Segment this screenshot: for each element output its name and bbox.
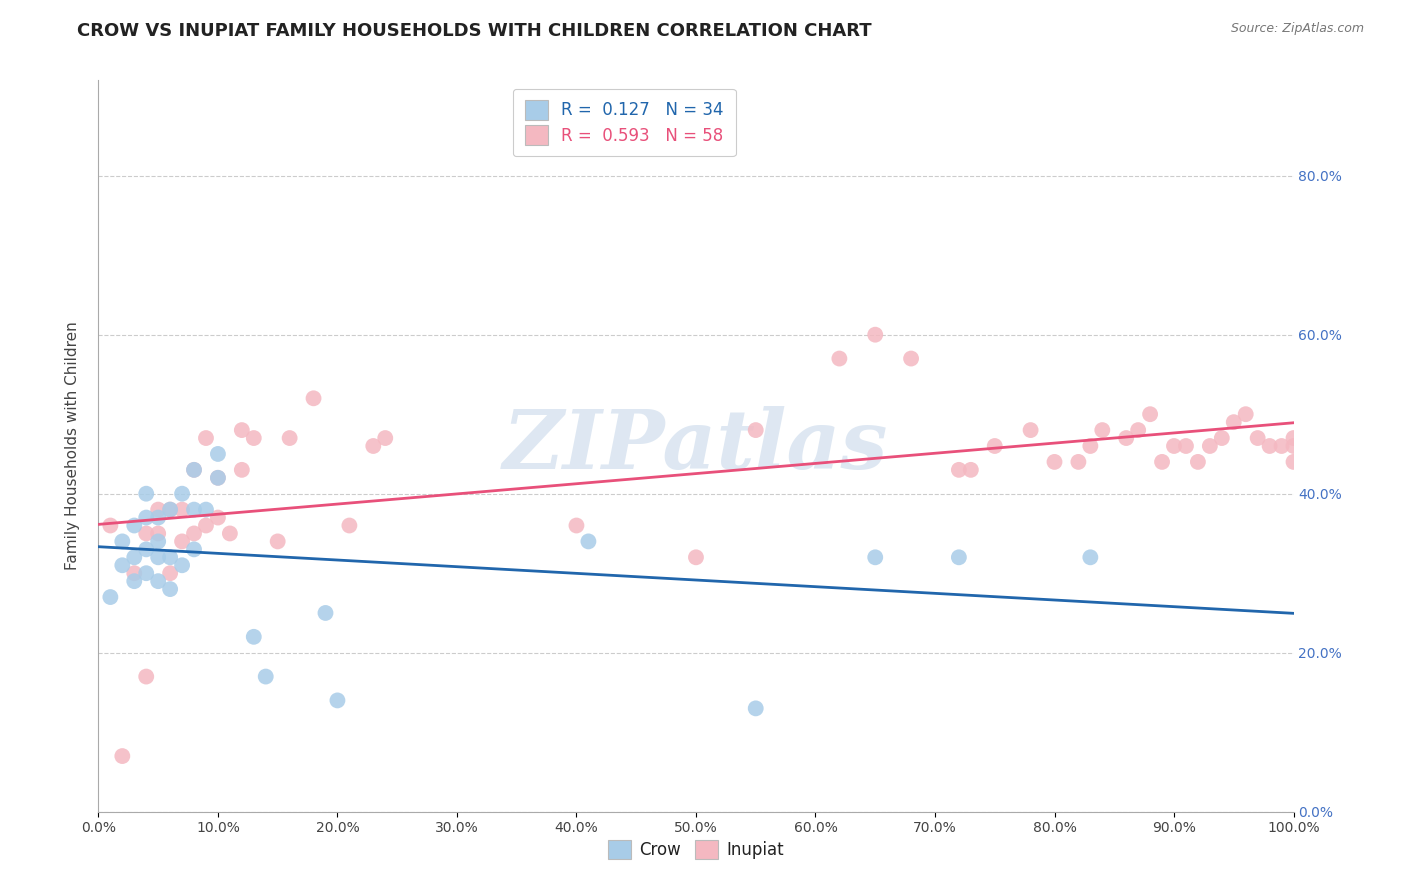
Point bbox=[339, 518, 361, 533]
Point bbox=[1163, 439, 1185, 453]
Point bbox=[745, 701, 768, 715]
Point bbox=[195, 502, 218, 516]
Point bbox=[148, 534, 170, 549]
Point bbox=[1187, 455, 1209, 469]
Point bbox=[900, 351, 922, 366]
Point bbox=[1067, 455, 1090, 469]
Point bbox=[1247, 431, 1270, 445]
Point bbox=[207, 471, 229, 485]
Point bbox=[1019, 423, 1042, 437]
Point bbox=[148, 574, 170, 589]
Point bbox=[1258, 439, 1281, 453]
Point bbox=[1043, 455, 1066, 469]
Point bbox=[231, 463, 253, 477]
Point bbox=[254, 669, 277, 683]
Point bbox=[159, 502, 181, 516]
Point bbox=[111, 749, 134, 764]
Point bbox=[1199, 439, 1222, 453]
Point bbox=[243, 630, 266, 644]
Point bbox=[124, 566, 146, 581]
Point bbox=[984, 439, 1007, 453]
Point bbox=[219, 526, 242, 541]
Point bbox=[315, 606, 337, 620]
Point bbox=[135, 669, 157, 683]
Point bbox=[960, 463, 983, 477]
Point bbox=[135, 486, 157, 500]
Point bbox=[135, 542, 157, 557]
Point bbox=[1282, 439, 1305, 453]
Point bbox=[183, 542, 205, 557]
Point bbox=[148, 550, 170, 565]
Point bbox=[578, 534, 600, 549]
Point bbox=[1152, 455, 1174, 469]
Point bbox=[135, 510, 157, 524]
Point bbox=[1282, 455, 1305, 469]
Point bbox=[124, 574, 146, 589]
Point bbox=[207, 471, 229, 485]
Point bbox=[865, 327, 887, 342]
Point bbox=[111, 534, 134, 549]
Point bbox=[159, 550, 181, 565]
Point bbox=[865, 550, 887, 565]
Point bbox=[1080, 439, 1102, 453]
Point bbox=[326, 693, 349, 707]
Point bbox=[1271, 439, 1294, 453]
Point bbox=[1223, 415, 1246, 429]
Point bbox=[148, 526, 170, 541]
Text: CROW VS INUPIAT FAMILY HOUSEHOLDS WITH CHILDREN CORRELATION CHART: CROW VS INUPIAT FAMILY HOUSEHOLDS WITH C… bbox=[77, 22, 872, 40]
Point bbox=[685, 550, 707, 565]
Point bbox=[1282, 431, 1305, 445]
Point bbox=[267, 534, 290, 549]
Point bbox=[207, 447, 229, 461]
Point bbox=[278, 431, 301, 445]
Point bbox=[1211, 431, 1233, 445]
Point bbox=[1080, 550, 1102, 565]
Point bbox=[745, 423, 768, 437]
Point bbox=[124, 518, 146, 533]
Point bbox=[148, 502, 170, 516]
Text: Source: ZipAtlas.com: Source: ZipAtlas.com bbox=[1230, 22, 1364, 36]
Point bbox=[565, 518, 588, 533]
Point bbox=[1175, 439, 1198, 453]
Point bbox=[183, 463, 205, 477]
Point bbox=[183, 463, 205, 477]
Point bbox=[159, 582, 181, 596]
Point bbox=[302, 392, 325, 406]
Point bbox=[124, 550, 146, 565]
Point bbox=[98, 518, 122, 533]
Point bbox=[948, 463, 970, 477]
Point bbox=[1234, 407, 1257, 421]
Point bbox=[374, 431, 396, 445]
Point bbox=[135, 526, 157, 541]
Point bbox=[172, 502, 194, 516]
Point bbox=[172, 534, 194, 549]
Point bbox=[243, 431, 266, 445]
Point bbox=[135, 566, 157, 581]
Point bbox=[828, 351, 851, 366]
Y-axis label: Family Households with Children: Family Households with Children bbox=[65, 322, 80, 570]
Point bbox=[195, 431, 218, 445]
Point bbox=[1139, 407, 1161, 421]
Text: ZIPatlas: ZIPatlas bbox=[503, 406, 889, 486]
Point bbox=[172, 558, 194, 573]
Point bbox=[148, 510, 170, 524]
Point bbox=[111, 558, 134, 573]
Point bbox=[183, 502, 205, 516]
Point bbox=[159, 502, 181, 516]
Point bbox=[207, 510, 229, 524]
Point bbox=[231, 423, 253, 437]
Point bbox=[195, 518, 218, 533]
Point bbox=[159, 566, 181, 581]
Point bbox=[172, 486, 194, 500]
Point bbox=[1115, 431, 1137, 445]
Point bbox=[363, 439, 385, 453]
Point bbox=[98, 590, 122, 604]
Legend: Crow, Inupiat: Crow, Inupiat bbox=[602, 833, 790, 865]
Point bbox=[1091, 423, 1114, 437]
Point bbox=[948, 550, 970, 565]
Point bbox=[183, 526, 205, 541]
Point bbox=[1128, 423, 1150, 437]
